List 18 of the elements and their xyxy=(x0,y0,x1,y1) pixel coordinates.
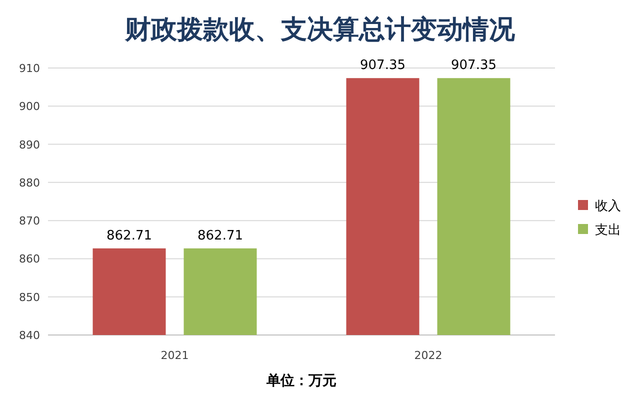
y-tick-label: 850 xyxy=(19,290,40,304)
x-axis-title: 单位：万元 xyxy=(266,373,336,389)
x-tick-label: 2021 xyxy=(160,349,189,362)
chart-title: 财政拨款收、支决算总计变动情况 xyxy=(124,15,516,45)
y-tick-label: 840 xyxy=(19,329,40,342)
y-tick-label: 890 xyxy=(19,138,40,152)
y-tick-label: 880 xyxy=(19,176,40,190)
y-tick-label: 860 xyxy=(19,252,40,266)
data-label: 907.35 xyxy=(360,58,406,74)
y-tick-label: 870 xyxy=(19,214,40,228)
data-label: 907.35 xyxy=(451,58,496,74)
x-tick-label: 2022 xyxy=(414,349,442,362)
data-label: 862.71 xyxy=(106,228,152,244)
legend-label: 收入 xyxy=(595,199,621,214)
y-tick-label: 900 xyxy=(19,100,40,114)
legend-label: 支出 xyxy=(595,223,621,238)
y-tick-label: 910 xyxy=(19,62,40,75)
data-label: 862.71 xyxy=(198,228,243,244)
